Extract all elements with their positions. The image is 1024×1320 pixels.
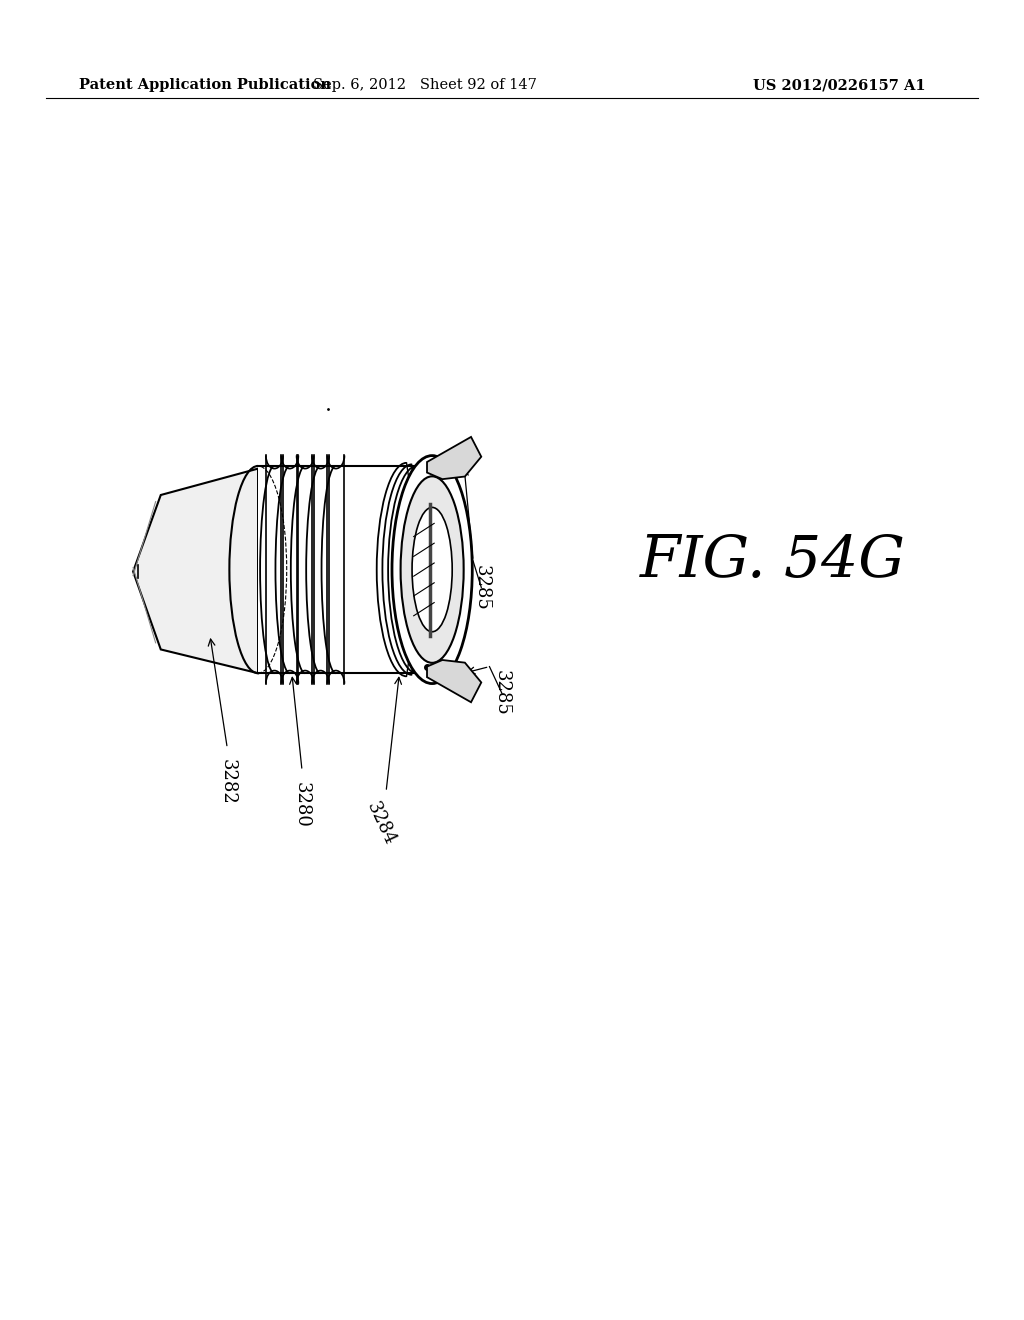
- FancyBboxPatch shape: [258, 466, 432, 673]
- Text: 3282: 3282: [218, 759, 237, 804]
- Text: 3285: 3285: [493, 671, 511, 715]
- Text: US 2012/0226157 A1: US 2012/0226157 A1: [754, 78, 926, 92]
- Text: 3285: 3285: [472, 565, 490, 610]
- Text: Sep. 6, 2012   Sheet 92 of 147: Sep. 6, 2012 Sheet 92 of 147: [313, 78, 537, 92]
- Ellipse shape: [400, 477, 464, 663]
- Text: FIG. 54G: FIG. 54G: [640, 533, 906, 589]
- Ellipse shape: [412, 507, 453, 632]
- Text: 3284: 3284: [364, 799, 398, 849]
- Polygon shape: [133, 469, 258, 673]
- Text: Patent Application Publication: Patent Application Publication: [79, 78, 331, 92]
- Polygon shape: [427, 660, 481, 702]
- Polygon shape: [427, 437, 481, 479]
- Ellipse shape: [392, 455, 472, 684]
- Text: 3280: 3280: [293, 783, 311, 828]
